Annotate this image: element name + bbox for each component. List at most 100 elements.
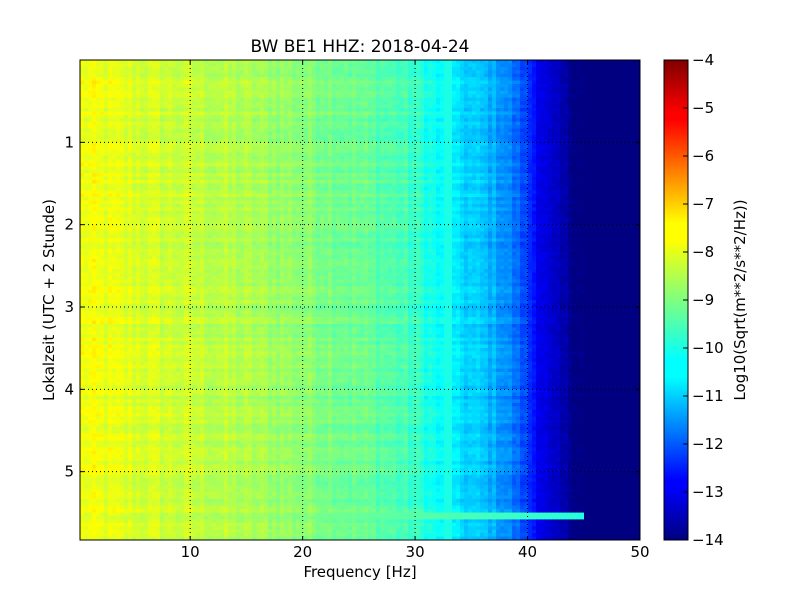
- heatmap-cell: [220, 111, 225, 116]
- heatmap-cell: [288, 73, 293, 78]
- heatmap-cell: [548, 125, 553, 130]
- heatmap-cell: [344, 121, 349, 126]
- heatmap-cell: [112, 87, 117, 92]
- heatmap-cell: [464, 77, 469, 82]
- heatmap-cell: [528, 169, 533, 174]
- heatmap-cell: [236, 90, 241, 95]
- heatmap-cell: [572, 97, 577, 102]
- heatmap-cell: [488, 125, 493, 130]
- heatmap-cell: [204, 90, 209, 95]
- heatmap-cell: [424, 169, 429, 174]
- heatmap-cell: [132, 84, 137, 89]
- heatmap-cell: [240, 104, 245, 109]
- heatmap-cell: [96, 142, 101, 147]
- heatmap-cell: [392, 128, 397, 133]
- heatmap-cell: [408, 149, 413, 154]
- heatmap-cell: [88, 142, 93, 147]
- heatmap-cell: [516, 84, 521, 89]
- heatmap-cell: [228, 173, 233, 178]
- heatmap-cell: [428, 70, 433, 75]
- heatmap-cell: [544, 152, 549, 157]
- heatmap-cell: [428, 104, 433, 109]
- heatmap-cell: [552, 114, 557, 119]
- heatmap-cell: [320, 80, 325, 85]
- heatmap-cell: [228, 114, 233, 119]
- heatmap-cell: [248, 87, 253, 92]
- heatmap-cell: [180, 169, 185, 174]
- heatmap-cell: [636, 104, 640, 109]
- heatmap-cell: [88, 125, 93, 130]
- heatmap-cell: [108, 70, 113, 75]
- heatmap-cell: [416, 159, 421, 164]
- heatmap-cell: [220, 149, 225, 154]
- heatmap-cell: [540, 104, 545, 109]
- heatmap-cell: [224, 80, 229, 85]
- heatmap-cells: [80, 60, 640, 540]
- heatmap-cell: [552, 125, 557, 130]
- heatmap-cell: [472, 138, 477, 143]
- heatmap-cell: [292, 87, 297, 92]
- heatmap-cell: [432, 60, 437, 65]
- heatmap-cell: [356, 60, 361, 65]
- heatmap-cell: [208, 77, 213, 82]
- heatmap-cell: [416, 128, 421, 133]
- heatmap-cell: [300, 80, 305, 85]
- heatmap-cell: [620, 162, 625, 167]
- heatmap-cell: [624, 138, 629, 143]
- heatmap-cell: [464, 169, 469, 174]
- heatmap-cell: [372, 176, 377, 181]
- heatmap-cell: [508, 145, 513, 150]
- heatmap-cell: [320, 132, 325, 137]
- heatmap-cell: [280, 111, 285, 116]
- heatmap-cell: [356, 108, 361, 113]
- heatmap-cell: [468, 90, 473, 95]
- heatmap-cell: [620, 97, 625, 102]
- heatmap-cell: [400, 114, 405, 119]
- heatmap-cell: [232, 125, 237, 130]
- heatmap-cell: [272, 104, 277, 109]
- heatmap-cell: [180, 159, 185, 164]
- heatmap-cell: [512, 84, 517, 89]
- heatmap-cell: [296, 176, 301, 181]
- heatmap-cell: [604, 87, 609, 92]
- heatmap-cell: [368, 152, 373, 157]
- heatmap-cell: [448, 60, 453, 65]
- heatmap-cell: [224, 101, 229, 106]
- heatmap-cell: [204, 149, 209, 154]
- heatmap-cell: [528, 70, 533, 75]
- heatmap-cell: [220, 142, 225, 147]
- heatmap-cell: [532, 118, 537, 123]
- heatmap-cell: [324, 152, 329, 157]
- heatmap-cell: [556, 169, 561, 174]
- heatmap-cell: [572, 94, 577, 99]
- heatmap-cell: [128, 84, 133, 89]
- heatmap-cell: [468, 94, 473, 99]
- heatmap-cell: [268, 73, 273, 78]
- heatmap-cell: [580, 66, 585, 71]
- heatmap-cell: [424, 149, 429, 154]
- heatmap-cell: [124, 90, 129, 95]
- heatmap-cell: [568, 162, 573, 167]
- heatmap-cell: [568, 166, 573, 171]
- heatmap-cell: [120, 125, 125, 130]
- heatmap-cell: [260, 169, 265, 174]
- heatmap-cell: [84, 166, 89, 171]
- heatmap-cell: [360, 84, 365, 89]
- heatmap-cell: [284, 166, 289, 171]
- heatmap-cell: [256, 145, 261, 150]
- heatmap-cell: [616, 121, 621, 126]
- heatmap-cell: [604, 114, 609, 119]
- heatmap-cell: [408, 121, 413, 126]
- heatmap-cell: [476, 169, 481, 174]
- heatmap-cell: [448, 101, 453, 106]
- heatmap-cell: [388, 142, 393, 147]
- heatmap-cell: [596, 104, 601, 109]
- heatmap-cell: [144, 118, 149, 123]
- heatmap-cell: [96, 63, 101, 68]
- heatmap-cell: [244, 173, 249, 178]
- heatmap-cell: [468, 176, 473, 181]
- heatmap-cell: [552, 118, 557, 123]
- heatmap-cell: [340, 84, 345, 89]
- heatmap-cell: [84, 152, 89, 157]
- heatmap-cell: [368, 156, 373, 161]
